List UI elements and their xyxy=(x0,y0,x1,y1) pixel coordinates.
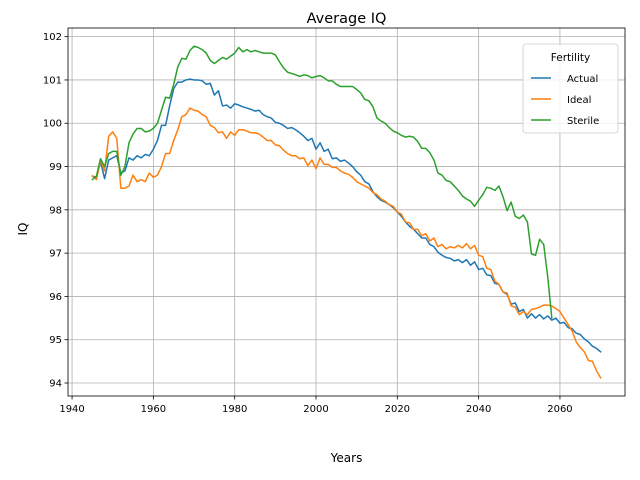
x-tick-label: 1980 xyxy=(222,404,247,415)
grid xyxy=(68,28,625,396)
y-tick-label: 101 xyxy=(43,75,62,86)
y-axis-ticks: 94 95 96 97 98 99 100 101 102 xyxy=(43,32,68,390)
series-line-ideal xyxy=(91,107,602,379)
x-tick-label: 2020 xyxy=(385,404,410,415)
legend-label-sterile: Sterile xyxy=(567,116,599,127)
y-tick-label: 96 xyxy=(49,292,62,303)
y-tick-label: 95 xyxy=(49,335,62,346)
y-axis-title: IQ xyxy=(16,223,30,236)
x-tick-label: 2060 xyxy=(547,404,572,415)
legend-title: Fertility xyxy=(551,52,590,64)
y-tick-label: 102 xyxy=(43,32,62,43)
chart-title: Average IQ xyxy=(307,11,387,27)
legend-label-ideal: Ideal xyxy=(567,95,591,106)
legend: Fertility Actual Ideal Sterile xyxy=(522,43,619,134)
series-line-sterile xyxy=(91,45,553,319)
x-axis-title: Years xyxy=(330,451,363,465)
x-tick-label: 2040 xyxy=(466,404,491,415)
y-tick-label: 94 xyxy=(49,379,62,390)
legend-box xyxy=(522,43,619,134)
plot-area-frame xyxy=(67,27,626,397)
x-axis-ticks: 1940 1960 1980 2000 2020 2040 2060 xyxy=(59,396,573,415)
x-tick-label: 1940 xyxy=(59,404,84,415)
y-tick-label: 100 xyxy=(43,119,62,130)
x-tick-label: 1960 xyxy=(141,404,166,415)
y-tick-label: 98 xyxy=(49,205,62,216)
x-tick-label: 2000 xyxy=(303,404,328,415)
legend-entries: Actual Ideal Sterile xyxy=(531,74,599,127)
y-tick-label: 99 xyxy=(49,162,62,173)
legend-label-actual: Actual xyxy=(567,74,598,85)
series-line-actual xyxy=(91,78,602,353)
series-lines xyxy=(91,45,602,379)
y-tick-label: 97 xyxy=(49,249,62,260)
